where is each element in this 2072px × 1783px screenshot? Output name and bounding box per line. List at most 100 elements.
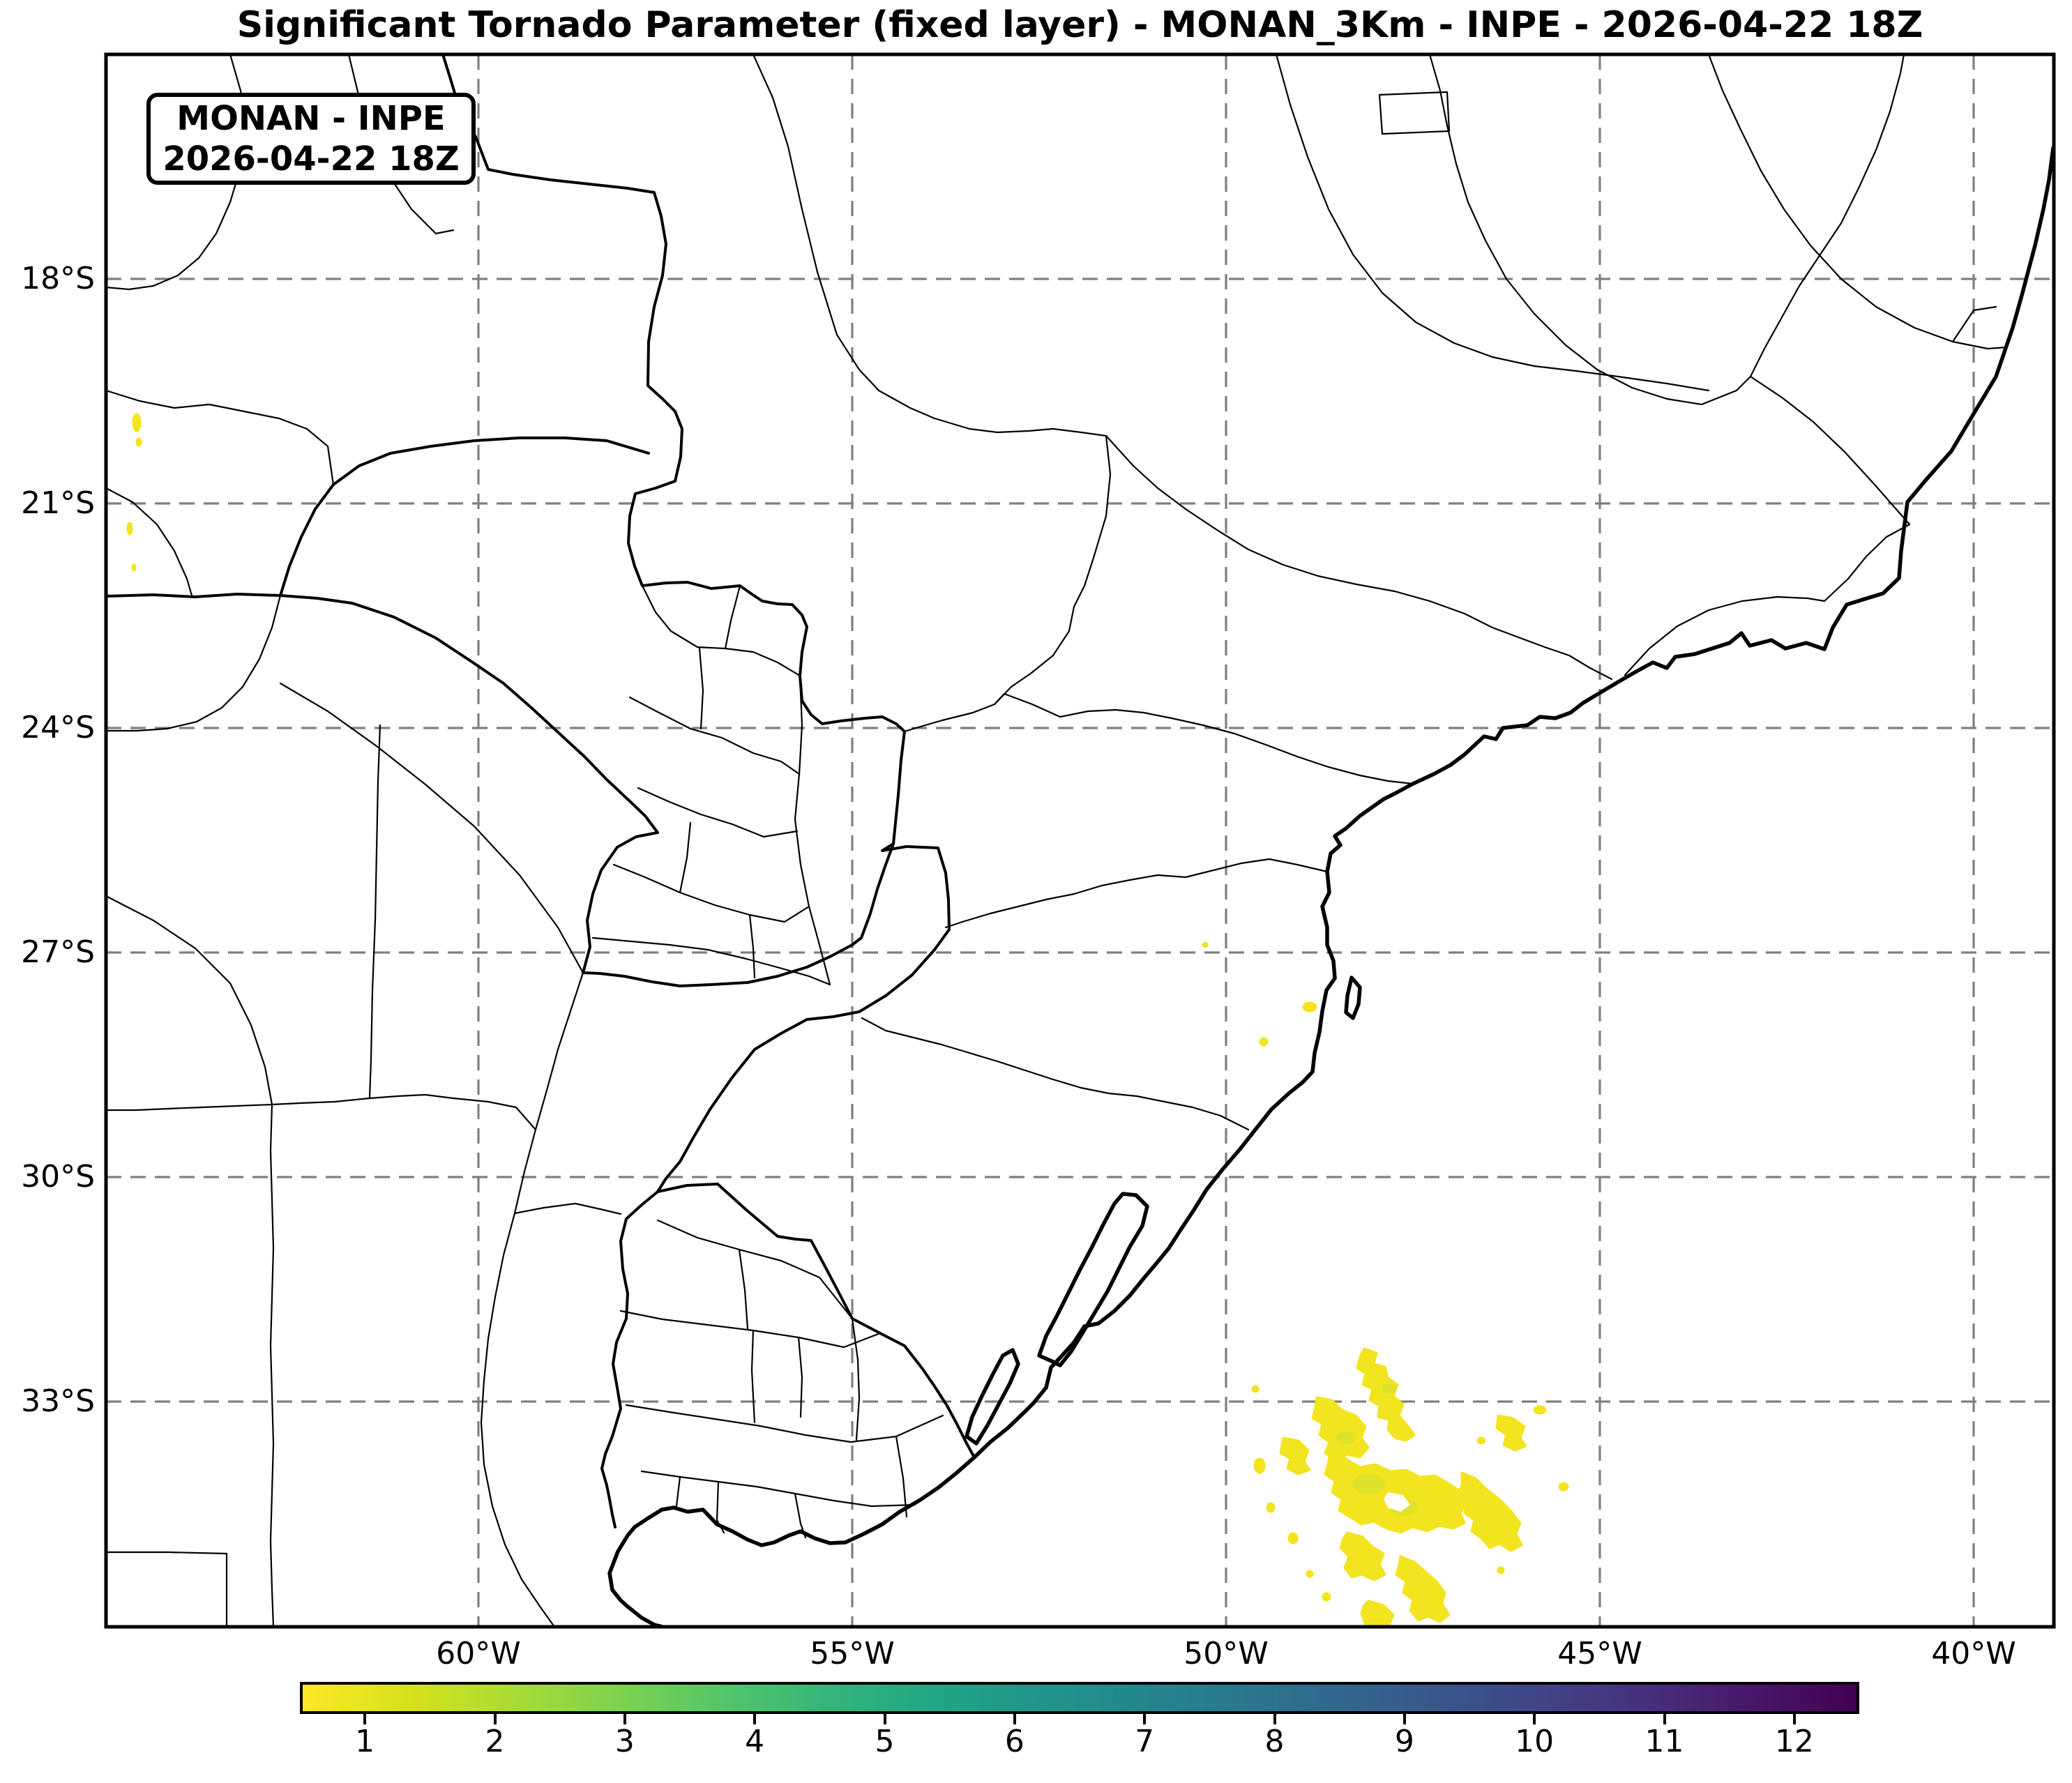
lat-tick-label: 21°S: [21, 485, 95, 521]
colorbar-tick-mark: [1402, 1713, 1406, 1724]
border-path: [1749, 54, 1905, 378]
model-name: MONAN - INPE: [176, 99, 446, 138]
border-path: [679, 821, 692, 894]
colorbar-tick-label: 12: [1774, 1724, 1814, 1759]
colorbar-tick-label: 10: [1515, 1724, 1555, 1759]
coastline-path: [607, 146, 2054, 1627]
colorbar-tick-label: 6: [1004, 1724, 1024, 1759]
border-path: [724, 584, 741, 650]
contour-speck: [1302, 1001, 1317, 1012]
border-path: [368, 724, 381, 1100]
figure-title: Significant Tornado Parameter (fixed lay…: [236, 4, 1923, 46]
colorbar-tick-label: 8: [1264, 1724, 1285, 1759]
map-frame: [104, 52, 2056, 1629]
contour-speck: [126, 522, 133, 536]
border-path: [269, 1103, 275, 1627]
colorbar-tick-mark: [883, 1713, 886, 1724]
border-path: [851, 1317, 861, 1441]
border-path: [752, 54, 1107, 437]
border-path: [1707, 54, 2009, 350]
colorbar-tick-mark: [1143, 1713, 1147, 1724]
contour-speck: [1476, 1436, 1486, 1445]
border-path: [106, 1097, 371, 1111]
border-path: [748, 913, 756, 979]
colorbar-tick-mark: [363, 1713, 367, 1724]
border-path: [698, 647, 704, 730]
border-path: [1428, 54, 1752, 406]
contour-speck: [1533, 1405, 1547, 1415]
border-path: [106, 594, 282, 732]
colorbar-tick-label: 4: [745, 1724, 765, 1759]
border-path: [993, 692, 1414, 785]
border-path: [628, 696, 801, 775]
border-path: [1749, 375, 1911, 526]
contour-blob: [1458, 1471, 1523, 1552]
border-path: [625, 1404, 944, 1443]
colorbar-tick-mark: [1013, 1713, 1016, 1724]
border-path: [619, 1310, 882, 1349]
border-path: [944, 858, 1329, 929]
border-path: [1951, 305, 1997, 343]
border-path: [656, 1183, 976, 1459]
contour-speck: [1266, 1502, 1276, 1513]
colorbar-tick-mark: [1663, 1713, 1666, 1724]
border-path: [895, 1435, 908, 1518]
country-boundaries: [106, 54, 976, 1528]
border-path: [1275, 54, 1710, 392]
contour-speck: [1253, 1457, 1266, 1474]
model-info-box: MONAN - INPE 2026-04-22 18Z: [146, 93, 476, 185]
border-path: [279, 682, 584, 974]
lagoon-patos: [1037, 1192, 1149, 1367]
contour-speck: [1287, 1532, 1299, 1545]
border-path: [903, 434, 1112, 733]
border-path: [1823, 523, 1911, 602]
border-path: [441, 54, 906, 987]
border-path: [106, 593, 659, 974]
border-path: [106, 895, 273, 1106]
state-boundaries: [106, 54, 2009, 1627]
contour-speck: [1306, 1570, 1314, 1578]
colorbar-tick-mark: [753, 1713, 757, 1724]
border-path: [1624, 595, 1826, 676]
contour-blob: [1395, 1555, 1451, 1623]
border-path: [640, 1470, 916, 1508]
lon-tick-label: 60°W: [436, 1636, 521, 1671]
lat-tick-label: 18°S: [21, 261, 95, 296]
border-path: [656, 1219, 854, 1320]
contour-inner-level: [1352, 1473, 1385, 1494]
colorbar-tick-label: 2: [485, 1724, 505, 1759]
border-path: [612, 863, 810, 923]
lagoon-mirim: [965, 1348, 1020, 1446]
border-path: [641, 584, 801, 677]
colorbar-tick-mark: [1792, 1713, 1796, 1724]
border-path: [513, 1202, 622, 1215]
contour-speck: [131, 563, 137, 572]
contour-speck: [1202, 941, 1209, 948]
colorbar-tick-mark: [493, 1713, 497, 1724]
stp-contour-field: [126, 413, 1569, 1627]
contour-speck: [1322, 1592, 1331, 1602]
colorbar-tick-label: 11: [1644, 1724, 1684, 1759]
border-path: [1378, 91, 1451, 135]
border-path: [368, 1093, 537, 1131]
border-path: [106, 389, 335, 486]
border-path: [279, 437, 650, 597]
colorbar: [300, 1682, 1859, 1714]
border-path: [738, 1248, 749, 1330]
lat-tick-label: 33°S: [21, 1383, 95, 1419]
contour-speck: [1558, 1482, 1569, 1492]
border-path: [591, 936, 831, 986]
contour-blob: [1311, 1396, 1370, 1462]
contour-blob: [1279, 1436, 1311, 1475]
colorbar-tick-label: 7: [1135, 1724, 1155, 1759]
border-path: [637, 787, 799, 838]
border-path: [480, 971, 584, 1627]
graticule-gridlines: [106, 54, 2054, 1627]
border-path: [106, 1551, 228, 1627]
contour-inner-level: [1336, 1431, 1356, 1445]
contour-hole: [1384, 1492, 1410, 1512]
border-path: [1105, 434, 1613, 681]
lon-tick-label: 40°W: [1931, 1636, 2016, 1671]
colorbar-tick-mark: [1533, 1713, 1536, 1724]
